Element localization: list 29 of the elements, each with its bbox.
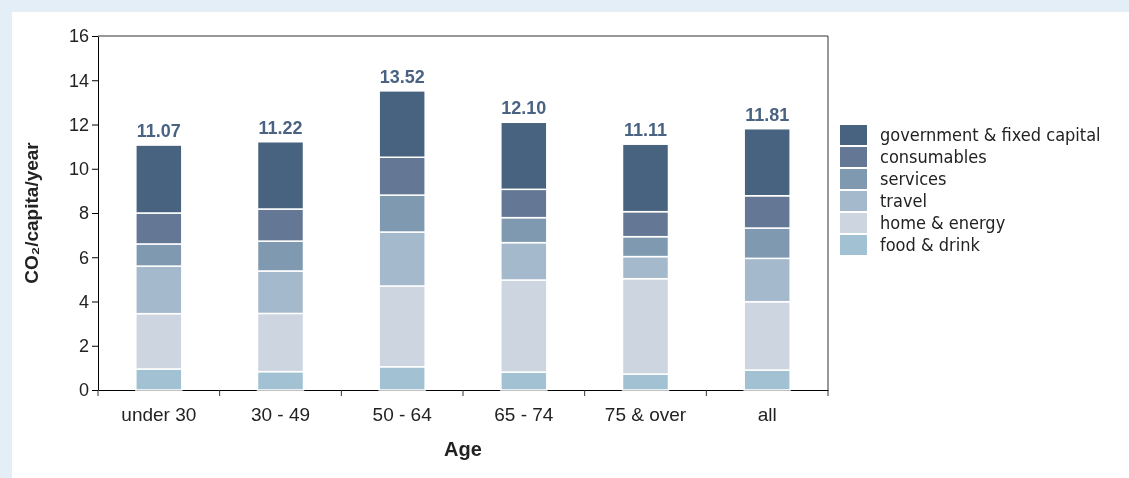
total-label: 11.11 xyxy=(623,120,668,141)
total-label: 13.52 xyxy=(379,66,425,87)
y-tick-label: 16 xyxy=(68,26,89,47)
x-tick-label: 65 - 74 xyxy=(494,404,554,426)
total-label: 11.22 xyxy=(258,117,303,138)
legend-label: food & drink xyxy=(880,234,981,255)
y-tick-label: 14 xyxy=(68,70,89,91)
x-tick-label: 75 & over xyxy=(604,404,687,426)
legend-label: government & fixed capital xyxy=(880,124,1101,145)
y-tick-label: 2 xyxy=(78,336,89,357)
y-tick-label: 6 xyxy=(78,247,89,268)
y-axis-title: CO₂/capita/year xyxy=(21,141,42,284)
x-tick-label: all xyxy=(757,404,777,426)
y-tick-label: 0 xyxy=(78,380,89,401)
legend-label: consumables xyxy=(880,146,987,167)
legend-label: services xyxy=(880,168,947,189)
y-tick-label: 10 xyxy=(68,159,89,180)
total-label: 11.81 xyxy=(745,104,790,125)
total-label: 11.07 xyxy=(136,121,181,142)
total-label: 12.10 xyxy=(501,98,547,119)
x-tick-label: under 30 xyxy=(121,404,197,426)
legend-label: travel xyxy=(880,190,927,211)
x-axis-title: Age xyxy=(444,438,482,460)
x-tick-label: 30 - 49 xyxy=(250,404,311,426)
legend-label: home & energy xyxy=(880,212,1006,233)
y-tick-label: 12 xyxy=(68,114,89,135)
y-tick-label: 4 xyxy=(78,291,89,312)
x-tick-label: 50 - 64 xyxy=(372,404,433,426)
y-tick-label: 8 xyxy=(78,203,89,224)
